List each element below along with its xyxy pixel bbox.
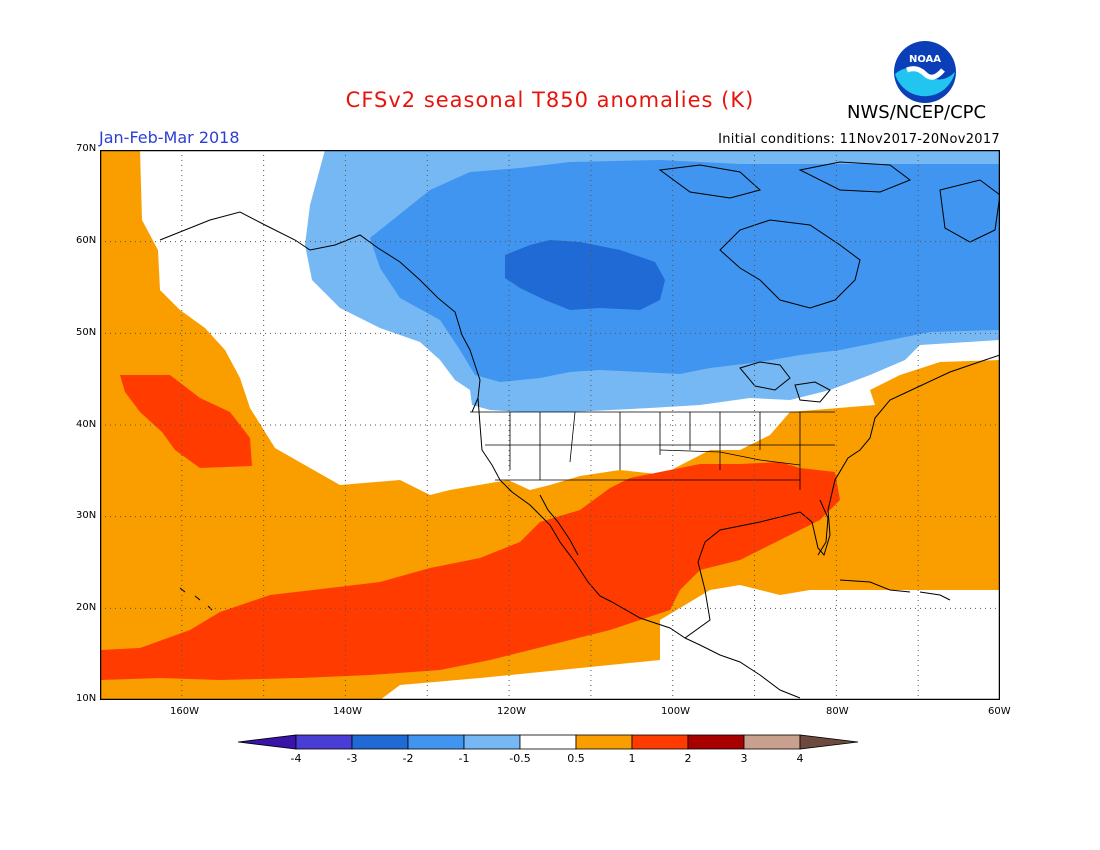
- field-red-pacific: [120, 375, 252, 468]
- chart-title: CFSv2 seasonal T850 anomalies (K): [345, 88, 755, 112]
- lat-label-70n: 70N: [76, 143, 97, 154]
- anomaly-map: [100, 150, 1000, 700]
- legend-tick-label: -2: [402, 752, 414, 765]
- legend-swatch: [519, 734, 577, 750]
- lon-label-120w: 120W: [497, 706, 526, 717]
- color-legend: [238, 734, 859, 750]
- legend-tick-label: 0.5: [567, 752, 585, 765]
- legend-swatch: [631, 734, 689, 750]
- field-neutral-south: [660, 585, 1000, 700]
- lon-label-100w: 100W: [661, 706, 690, 717]
- legend-arrow-low: [238, 734, 297, 750]
- legend-tick-label: -0.5: [509, 752, 531, 765]
- graticule: [100, 150, 1000, 700]
- legend-swatch: [743, 734, 801, 750]
- legend-tick-label: 3: [740, 752, 748, 765]
- legend-tick-label: 4: [796, 752, 804, 765]
- lat-label-60n: 60N: [76, 235, 97, 246]
- lon-label-80w: 80W: [826, 706, 849, 717]
- legend-arrow-high: [799, 734, 859, 750]
- lat-label-10n: 10N: [76, 693, 97, 704]
- legend-swatch: [575, 734, 633, 750]
- map-frame: [100, 150, 1000, 700]
- lat-label-40n: 40N: [76, 419, 97, 430]
- lat-label-50n: 50N: [76, 327, 97, 338]
- coastlines: [159, 161, 1000, 699]
- legend-tick-label: -3: [346, 752, 358, 765]
- lat-label-20n: 20N: [76, 602, 97, 613]
- field-neutral-tropics-west: [380, 660, 700, 700]
- legend-swatch: [407, 734, 465, 750]
- legend-swatch: [687, 734, 745, 750]
- legend-tick-label: -4: [290, 752, 302, 765]
- legend-tick-label: 2: [684, 752, 692, 765]
- state-borders: [470, 411, 835, 490]
- noaa-logo-icon: NOAA: [894, 41, 956, 103]
- lon-label-160w: 160W: [170, 706, 199, 717]
- agency-label: NWS/NCEP/CPC: [847, 102, 987, 123]
- lon-label-140w: 140W: [333, 706, 362, 717]
- legend-swatch: [463, 734, 521, 750]
- field-dark-blue: [505, 240, 665, 310]
- valid-period-label: Jan-Feb-Mar 2018: [99, 128, 240, 147]
- initial-conditions-label: Initial conditions: 11Nov2017-20Nov2017: [718, 132, 1000, 147]
- logo-lettering: NOAA: [909, 54, 941, 65]
- legend-tick-label: 1: [628, 752, 636, 765]
- lat-label-30n: 30N: [76, 510, 97, 521]
- field-mid-blue: [370, 160, 1000, 382]
- legend-tick-label: -1: [458, 752, 470, 765]
- legend-swatch: [351, 734, 409, 750]
- legend-swatch: [295, 734, 353, 750]
- lon-label-60w: 60W: [988, 706, 1011, 717]
